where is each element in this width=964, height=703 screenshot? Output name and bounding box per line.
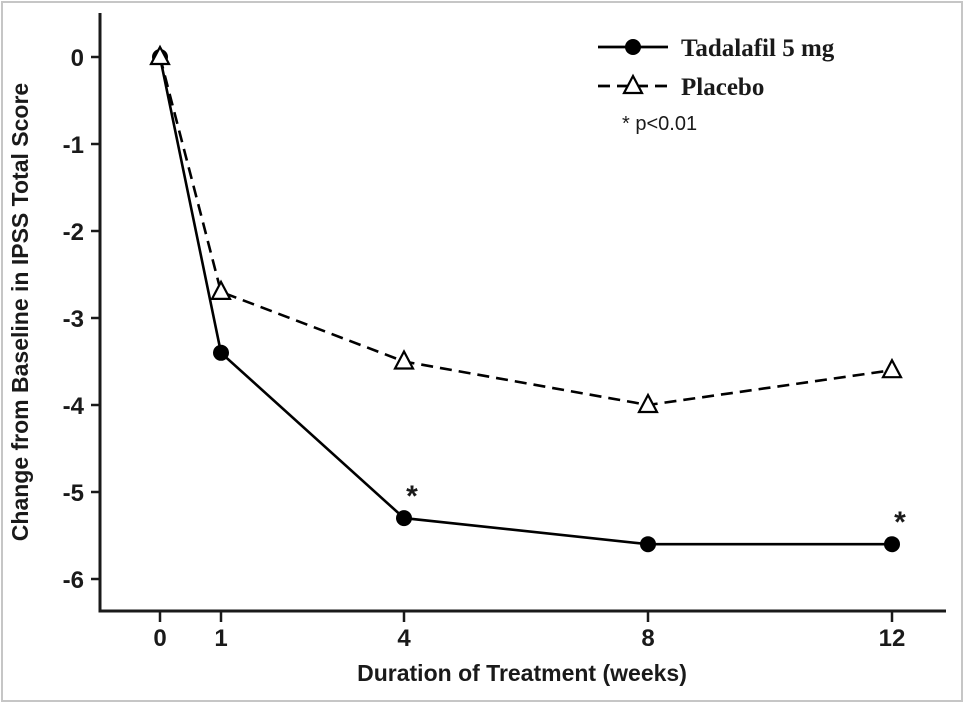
x-axis-title: Duration of Treatment (weeks) [357,660,687,686]
y-tick-label: -2 [63,219,84,246]
y-tick-label: -6 [63,567,84,594]
legend-item-tadalafil-5-mg: Tadalafil 5 mg [598,35,835,62]
legend-marker-filled-circle [625,39,641,55]
y-tick-label: -4 [63,393,85,420]
marker-filled-circle [884,536,900,553]
marker-open-triangle [149,44,171,66]
legend: Tadalafil 5 mg Placebo [598,35,835,101]
marker-filled-circle [640,536,656,553]
x-tick-label: 12 [879,625,906,652]
y-tick-label: 0 [71,45,84,72]
legend-label: Placebo [681,74,764,101]
x-tick-label: 4 [397,625,411,652]
pvalue-annotation: * p<0.01 [622,113,697,135]
marker-open-triangle [210,279,232,300]
y-tick-label: -3 [63,306,84,333]
legend-item-placebo: Placebo [598,73,764,101]
marker-open-triangle [881,357,903,379]
marker-filled-circle [213,344,229,361]
marker-filled-circle [396,510,412,527]
y-tick-label: -1 [63,132,84,159]
marker-open-triangle [393,349,415,370]
x-tick-label: 8 [641,625,654,652]
x-tick-label: 1 [214,625,227,652]
y-tick-label: -5 [63,480,84,507]
marker-open-triangle [637,392,659,414]
y-axis-title: Change from Baseline in IPSS Total Score [7,83,33,541]
significance-asterisk: * [406,480,418,513]
legend-label: Tadalafil 5 mg [681,35,835,62]
significance-asterisk: * [894,506,906,539]
x-tick-label: 0 [153,625,166,652]
legend-marker-open-triangle [622,73,644,95]
